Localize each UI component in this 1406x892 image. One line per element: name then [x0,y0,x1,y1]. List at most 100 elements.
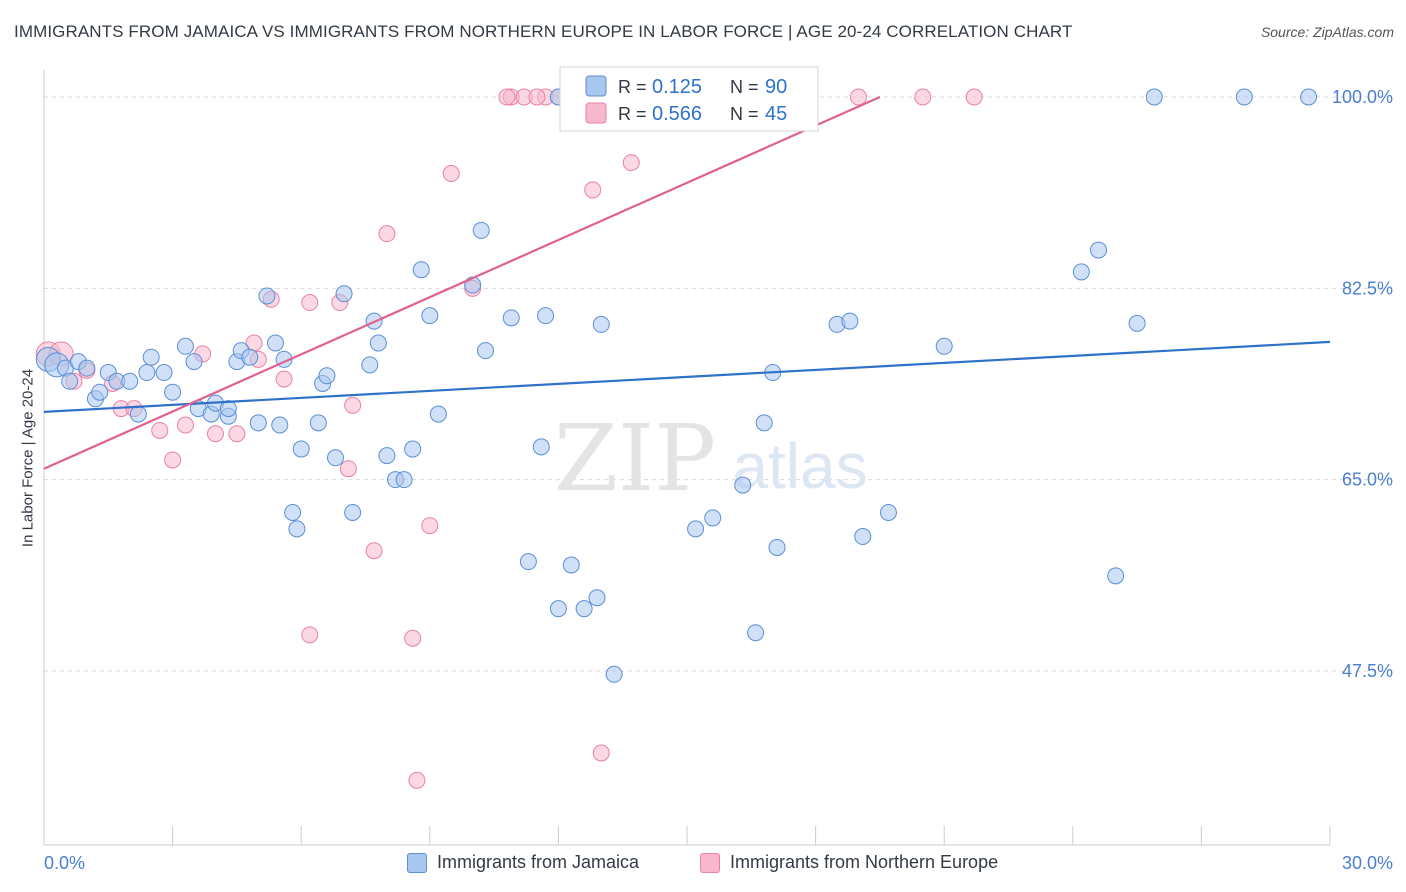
legend-swatch-northern-europe [585,102,607,124]
northern-europe-point [849,88,867,106]
northern-europe-point [344,396,362,414]
legend-item-jamaica: Immigrants from Jamaica [407,852,639,873]
y-tick-label: 82.5% [1342,278,1393,298]
northern-europe-point [164,451,182,469]
jamaica-point [138,364,156,382]
northern-europe-point [528,88,546,106]
jamaica-point [292,440,310,458]
jamaica-point [326,449,344,467]
y-tick-label: 65.0% [1342,470,1393,490]
jamaica-point [369,334,387,352]
jamaica-point [266,334,284,352]
jamaica-point [1145,88,1163,106]
jamaica-point [429,405,447,423]
jamaica-point [841,312,859,330]
legend-n-label: N = [730,77,759,97]
jamaica-point [1107,567,1125,585]
jamaica-point [176,337,194,355]
jamaica-point [378,447,396,465]
jamaica-point [477,342,495,360]
legend-swatch [407,852,427,873]
jamaica-point [121,372,139,390]
watermark-atlas: atlas [732,430,867,502]
legend-swatch-jamaica [585,75,607,97]
jamaica-point [935,337,953,355]
northern-europe-point [365,542,383,560]
jamaica-point [734,476,752,494]
jamaica-point [361,356,379,374]
jamaica-point [335,285,353,303]
legend-bottom: Immigrants from Jamaica Immigrants from … [0,852,1406,878]
jamaica-point [1090,241,1108,259]
northern-europe-point [339,460,357,478]
jamaica-point [412,261,430,279]
chart-title: IMMIGRANTS FROM JAMAICA VS IMMIGRANTS FR… [14,22,1073,41]
jamaica-point [185,353,203,371]
jamaica-point [537,307,555,325]
jamaica-point [258,287,276,305]
legend-label: Immigrants from Northern Europe [730,852,999,872]
northern-europe-point [228,425,246,443]
jamaica-point [768,538,786,556]
legend-label: Immigrants from Jamaica [437,852,640,872]
x-tick-label: 0.0% [44,853,85,873]
jamaica-point [532,438,550,456]
jamaica-trend-line [43,340,1331,413]
northern-europe-point [442,165,460,183]
northern-europe-point [301,294,319,312]
gridlines [44,96,1393,672]
jamaica-point [588,589,606,607]
northern-europe-point [404,629,422,647]
jamaica-point [219,400,237,418]
y-tick-label: 47.5% [1342,661,1393,681]
legend-r-label: R = [618,77,647,97]
northern-europe-point [408,771,426,789]
jamaica-point [155,364,173,382]
legend-item-northern-europe: Immigrants from Northern Europe [700,852,998,873]
jamaica-point [344,503,362,521]
jamaica-point [575,600,593,618]
jamaica-point [271,416,289,434]
northern-europe-point [914,88,932,106]
northern-europe-point [176,416,194,434]
legend-n-value: 90 [765,76,787,98]
northern-europe-point [421,517,439,535]
jamaica-point [605,665,623,683]
jamaica-point [241,348,259,366]
legend-r-value: 0.566 [652,103,702,125]
legend-swatch [700,852,720,873]
jamaica-point [502,309,520,327]
jamaica-point [395,471,413,489]
jamaica-point [249,414,267,432]
legend-n-label: N = [730,104,759,124]
jamaica-point [164,383,182,401]
jamaica-point [91,383,109,401]
legend-top: R = 0.125 N = 90 R = 0.566 N = 45 [559,66,819,132]
jamaica-point [1128,314,1146,332]
jamaica-point [592,315,610,333]
jamaica-point [562,556,580,574]
jamaica-point [704,509,722,527]
northern-europe-point [151,421,169,439]
northern-europe-point [965,88,983,106]
jamaica-point [472,221,490,239]
northern-europe-point [592,744,610,762]
northern-europe-point [301,626,319,644]
jamaica-point [687,520,705,538]
jamaica-point [284,503,302,521]
jamaica-point [1072,263,1090,281]
jamaica-point [1235,88,1253,106]
legend-r-label: R = [618,104,647,124]
jamaica-point [404,440,422,458]
y-tick-label: 100.0% [1332,87,1393,107]
jamaica-point [288,520,306,538]
x-tick-label: 30.0% [1342,853,1393,873]
jamaica-point [755,414,773,432]
jamaica-point [519,553,537,571]
jamaica-point [142,348,160,366]
jamaica-point [879,503,897,521]
jamaica-point [549,600,567,618]
jamaica-point [309,414,327,432]
northern-europe-point [584,181,602,199]
